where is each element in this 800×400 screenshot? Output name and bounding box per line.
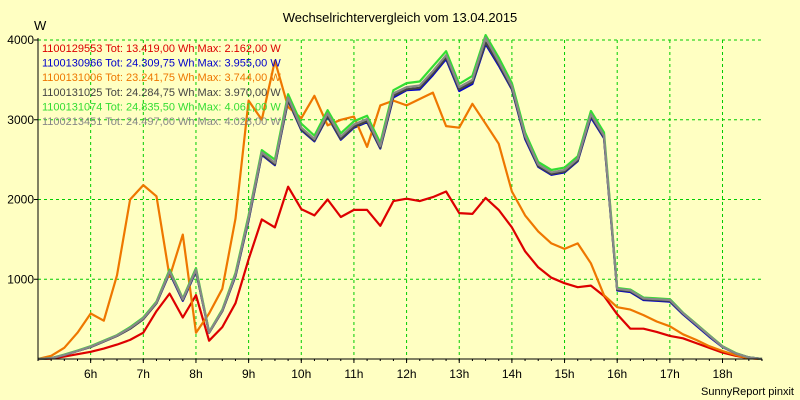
x-tick-label: 6h: [84, 367, 97, 381]
series-line-1100213451: [37, 36, 763, 361]
credit-label: SunnyReport pinxit: [701, 386, 794, 398]
series-lines: [37, 33, 763, 361]
series-line-1100129553: [37, 185, 763, 361]
y-tick-label: 4000: [7, 33, 34, 47]
x-tick-label: 16h: [607, 367, 627, 381]
y-axis-unit: W: [34, 18, 47, 33]
legend-entry-1100131006: 1100131006 Tot: 23.241,75 Wh Max: 3.744,…: [42, 72, 281, 84]
x-tick-label: 10h: [291, 367, 311, 381]
legend-entry-1100129553: 1100129553 Tot: 13.419,00 Wh Max: 2.162,…: [42, 43, 281, 55]
x-tick-label: 17h: [660, 367, 680, 381]
chart-title: Wechselrichtervergleich vom 13.04.2015: [282, 10, 518, 25]
x-tick-label: 8h: [189, 367, 202, 381]
x-tick-label: 14h: [502, 367, 522, 381]
x-tick-label: 7h: [137, 367, 150, 381]
x-tick-label: 13h: [449, 367, 469, 381]
x-tick-label: 12h: [397, 367, 417, 381]
y-tick-label: 3000: [7, 113, 34, 127]
axes: 1000 2000 3000 4000 6h 7h 8h 9h 10h 11h 12h 13h 14h 1…: [7, 33, 763, 381]
x-tick-label: 9h: [242, 367, 255, 381]
legend-entry-1100130966: 1100130966 Tot: 24.309,75 Wh Max: 3.955,…: [42, 58, 281, 70]
legend: 1100129553 Tot: 13.419,00 Wh Max: 2.162,…: [42, 43, 281, 128]
legend-entry-1100131074: 1100131074 Tot: 24.835,50 Wh Max: 4.061,…: [42, 101, 281, 113]
legend-entry-1100131025: 1100131025 Tot: 24.284,75 Wh Max: 3.970,…: [42, 87, 281, 99]
x-tick-label: 11h: [344, 367, 363, 381]
y-tick-label: 1000: [7, 272, 34, 286]
x-tick-label: 18h: [712, 367, 732, 381]
series-line-1100131006: [37, 59, 763, 361]
legend-entry-1100213451: 1100213451 Tot: 24.497,00 Wh Max: 4.028,…: [42, 116, 281, 128]
x-tick-label: 15h: [555, 367, 575, 381]
y-tick-label: 2000: [7, 193, 34, 207]
